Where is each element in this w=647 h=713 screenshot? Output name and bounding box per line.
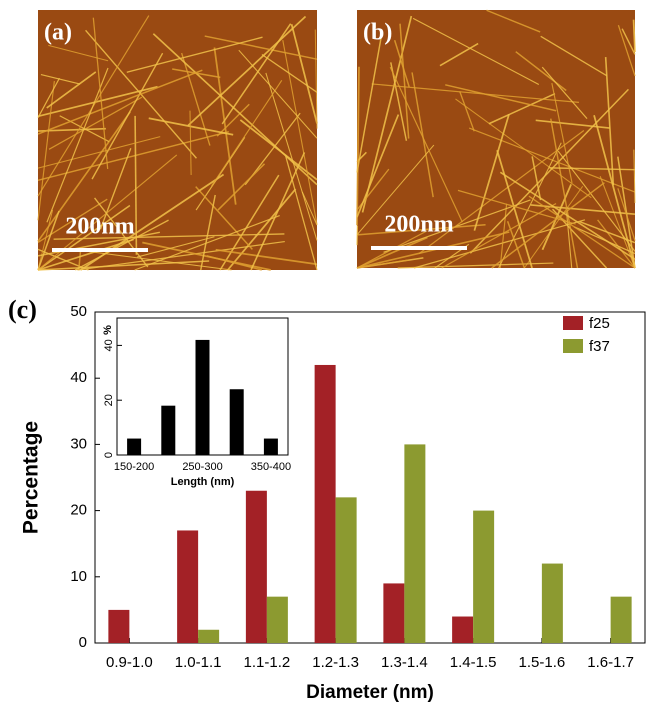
bar <box>161 406 175 455</box>
afm-image: (a) 200nm <box>38 10 317 270</box>
bar <box>336 497 357 643</box>
legend-swatch <box>563 339 583 353</box>
legend-swatch <box>563 316 583 330</box>
panel-label: (a) <box>44 20 72 46</box>
bar <box>267 597 288 643</box>
x-tick-label: 1.3-1.4 <box>381 654 428 671</box>
y-tick-label: 40 <box>70 369 87 386</box>
afm-image: (b) 200nm <box>357 10 635 268</box>
bar <box>246 491 267 643</box>
x-tick-label: 0.9-1.0 <box>106 654 153 671</box>
bar <box>230 389 244 455</box>
x-tick-label: 1.2-1.3 <box>312 654 359 671</box>
bar <box>177 530 198 643</box>
y-tick-label: 30 <box>70 435 87 452</box>
bar <box>611 597 632 643</box>
bar <box>473 511 494 643</box>
bar <box>542 564 563 643</box>
bar <box>315 365 336 643</box>
bar <box>452 617 473 643</box>
x-tick-label: 350-400 <box>251 461 291 473</box>
bar <box>198 630 219 643</box>
x-tick-label: 1.4-1.5 <box>450 654 497 671</box>
y-axis-label: % <box>102 325 114 335</box>
bar <box>108 610 129 643</box>
y-tick-label: 50 <box>70 303 87 320</box>
bar <box>383 583 404 643</box>
bar <box>127 439 141 455</box>
x-tick-label: 1.6-1.7 <box>587 654 634 671</box>
x-axis-label: Length (nm) <box>171 476 235 488</box>
x-tick-label: 1.1-1.2 <box>244 654 291 671</box>
x-tick-label: 250-300 <box>182 461 222 473</box>
y-tick-label: 0 <box>79 634 87 651</box>
y-axis-label: Percentage <box>20 421 43 534</box>
x-tick-label: 1.5-1.6 <box>519 654 566 671</box>
legend-label: f25 <box>589 315 610 332</box>
y-tick-label: 10 <box>70 568 87 585</box>
legend-label: f37 <box>589 338 610 355</box>
x-axis-label: Diameter (nm) <box>306 682 434 703</box>
bar <box>264 439 278 455</box>
bar <box>196 340 210 455</box>
x-tick-label: 1.0-1.1 <box>175 654 222 671</box>
y-tick-label: 20 <box>70 502 87 519</box>
panel-label: (b) <box>363 20 392 46</box>
figure: (a) 200nm (b) 200nm 0 10 20 30 40 50 0.9-1.0 1.0-… <box>0 0 647 713</box>
scale-bar-label: 200nm <box>65 214 134 240</box>
y-tick-label: 40 <box>103 339 115 351</box>
x-tick-label: 150-200 <box>114 461 154 473</box>
bar <box>404 444 425 643</box>
scale-bar-label: 200nm <box>384 212 453 238</box>
y-tick-label: 0 <box>103 452 115 458</box>
panel-label: (c) <box>8 295 37 324</box>
y-tick-label: 20 <box>103 394 115 406</box>
